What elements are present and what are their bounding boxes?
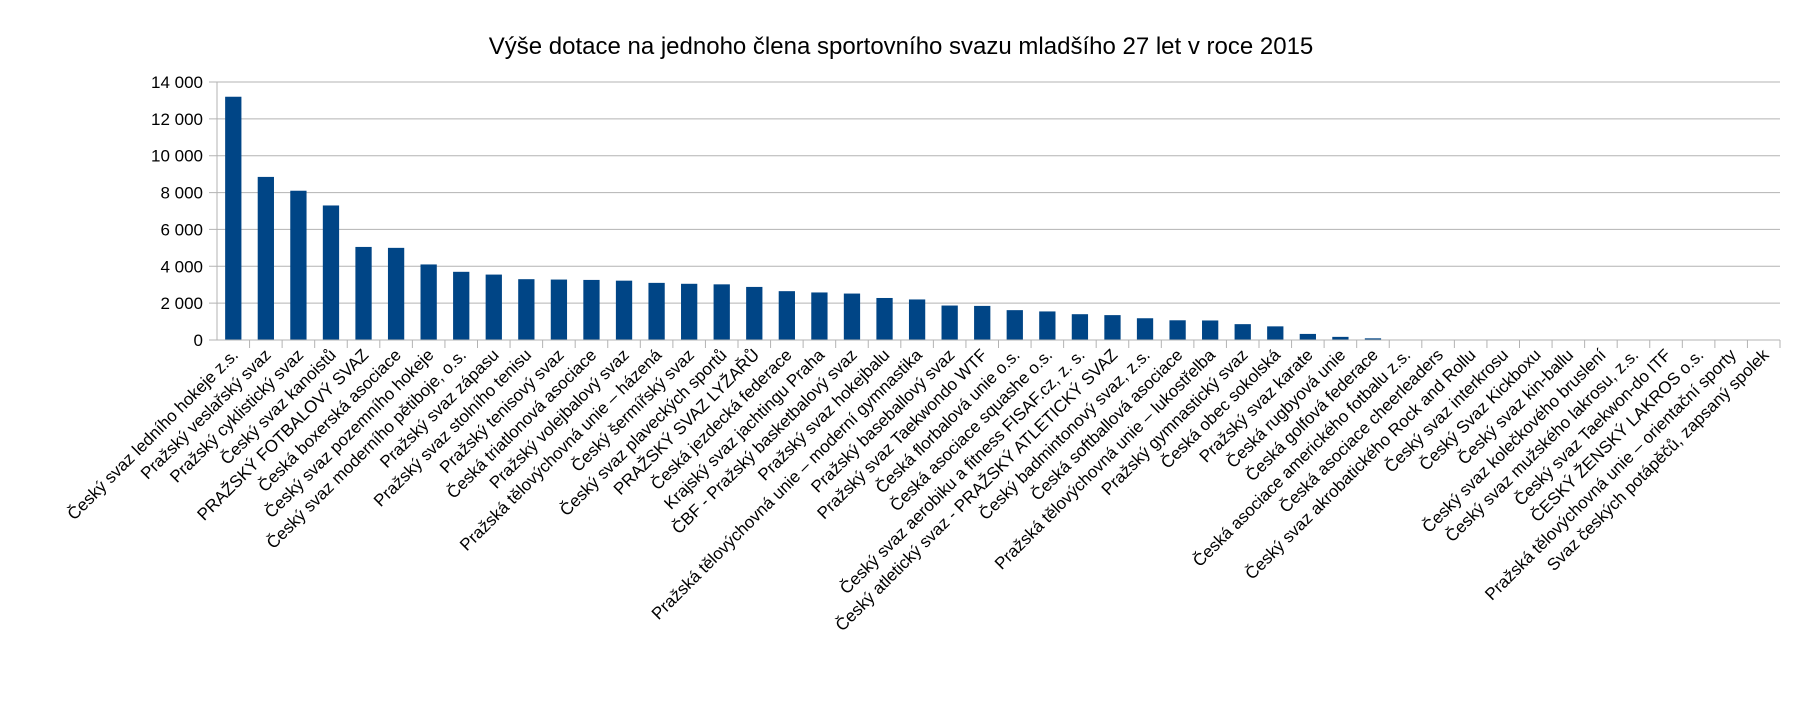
bar <box>1169 320 1186 340</box>
bar <box>1299 333 1316 340</box>
bar <box>811 292 828 340</box>
bar <box>648 282 665 340</box>
bar <box>518 279 535 340</box>
bar <box>876 297 893 340</box>
bar <box>322 205 340 340</box>
bar <box>583 279 600 340</box>
y-tick-label: 2 000 <box>160 294 203 313</box>
bar <box>1364 338 1382 340</box>
bar <box>1202 320 1219 340</box>
bar <box>1104 315 1121 340</box>
bar <box>485 274 502 340</box>
bar <box>908 299 926 340</box>
bar <box>257 176 274 340</box>
y-tick-label: 12 000 <box>151 110 203 129</box>
bar <box>681 283 698 340</box>
bar <box>843 293 861 340</box>
y-tick-label: 4 000 <box>160 257 203 276</box>
y-tick-label: 6 000 <box>160 220 203 239</box>
y-tick-label: 8 000 <box>160 184 203 203</box>
bar <box>1267 326 1284 340</box>
bar <box>550 279 568 340</box>
bars <box>225 96 1382 340</box>
bar <box>453 271 470 340</box>
bar <box>1332 336 1349 340</box>
bar <box>1039 311 1056 340</box>
bar <box>387 247 405 340</box>
x-axis-ticks <box>249 340 1781 348</box>
y-tick-label: 0 <box>194 331 203 350</box>
bar <box>974 305 991 340</box>
bar <box>1071 314 1089 340</box>
chart-title: Výše dotace na jednoho člena sportovního… <box>489 33 1314 60</box>
bar <box>713 284 730 340</box>
bar <box>778 291 795 340</box>
bar <box>746 286 763 340</box>
bar <box>1234 324 1251 340</box>
y-tick-label: 14 000 <box>151 73 203 92</box>
y-tick-label: 10 000 <box>151 147 203 166</box>
y-axis-tick-labels: 0 2 000 4 000 6 000 8 000 10 000 12 000 14 000 <box>151 73 203 350</box>
bar <box>420 264 437 340</box>
bar <box>1006 310 1023 340</box>
bar <box>941 305 958 340</box>
bar <box>1136 318 1154 340</box>
bar <box>615 280 633 340</box>
bar <box>355 246 372 340</box>
bar <box>290 190 307 340</box>
bar <box>225 96 242 340</box>
